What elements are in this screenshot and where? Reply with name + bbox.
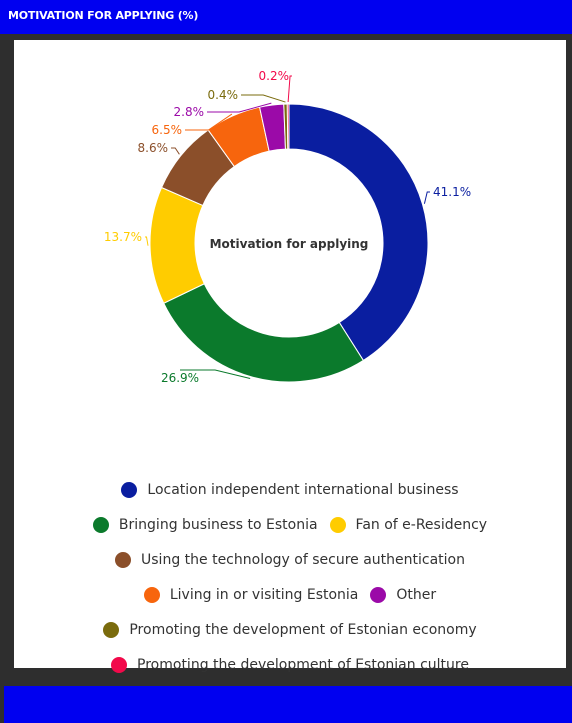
label-leader-line xyxy=(171,147,180,155)
legend-swatch-icon xyxy=(121,481,138,498)
legend-swatch-icon xyxy=(92,516,109,533)
legend-item[interactable]: Promoting the development of Estonian cu… xyxy=(111,656,469,673)
slice-data-label: 2.8% xyxy=(174,105,205,119)
legend-swatch-icon xyxy=(370,586,387,603)
donut-center-label: Motivation for applying xyxy=(210,237,369,251)
footer-bar xyxy=(4,686,572,723)
legend-item[interactable]: Bringing business to Estonia xyxy=(92,516,318,533)
legend-swatch-icon xyxy=(329,516,346,533)
slice-data-label: 41.1% xyxy=(433,185,471,199)
slice-data-label: 8.6% xyxy=(138,141,169,155)
legend-label: Location independent international busin… xyxy=(147,481,459,498)
legend-item[interactable]: Using the technology of secure authentic… xyxy=(115,551,465,568)
slice-data-label: 0.2% xyxy=(259,69,290,83)
legend-item[interactable]: Promoting the development of Estonian ec… xyxy=(103,621,477,638)
slice-data-label: 0.4% xyxy=(208,88,239,102)
legend-label: Living in or visiting Estonia xyxy=(169,586,359,603)
chart-header-title: MOTIVATION FOR APPLYING (%) xyxy=(8,9,199,22)
label-leader-line xyxy=(287,75,292,103)
legend-row: Promoting the development of Estonian ec… xyxy=(14,612,566,647)
label-leader-line xyxy=(145,236,149,246)
legend-item[interactable]: Fan of e-Residency xyxy=(329,516,488,533)
legend-row: Promoting the development of Estonian cu… xyxy=(14,647,566,682)
header-bar: MOTIVATION FOR APPLYING (%) xyxy=(0,0,572,34)
legend-row: Bringing business to Estonia Fan of e-Res… xyxy=(14,507,566,542)
legend-item[interactable]: Location independent international busin… xyxy=(121,481,459,498)
legend-label: Fan of e-Residency xyxy=(355,516,488,533)
slice-data-label: 6.5% xyxy=(152,123,183,137)
donut-slice[interactable] xyxy=(149,186,205,304)
label-leader-line xyxy=(423,191,430,204)
chart-panel: 41.1% 26.9% 13.7% 8.6% 6.5% 2.8% 0.4% 0.2% Motiv… xyxy=(14,40,566,673)
donut-slice[interactable] xyxy=(163,283,365,383)
legend-label: Other xyxy=(396,586,437,603)
label-leader-line xyxy=(241,94,286,103)
legend-swatch-icon xyxy=(103,621,120,638)
donut-slice[interactable] xyxy=(288,103,429,362)
legend-swatch-icon xyxy=(111,656,128,673)
legend-swatch-icon xyxy=(115,551,132,568)
legend-label: Promoting the development of Estonian cu… xyxy=(137,656,469,673)
donut-slice[interactable] xyxy=(286,103,290,150)
legend-label: Bringing business to Estonia xyxy=(118,516,318,533)
slice-data-label: 26.9% xyxy=(161,371,199,385)
label-leader-line xyxy=(185,113,233,131)
legend-label: Promoting the development of Estonian ec… xyxy=(129,621,477,638)
legend-label: Using the technology of secure authentic… xyxy=(141,551,465,568)
legend-row: Using the technology of secure authentic… xyxy=(14,542,566,577)
legend-item[interactable]: Living in or visiting Estonia xyxy=(143,586,359,603)
slice-data-label: 13.7% xyxy=(104,230,142,244)
chart-legend: Location independent international busin… xyxy=(14,472,566,682)
legend-row: Living in or visiting Estonia Other xyxy=(14,577,566,612)
legend-row: Location independent international busin… xyxy=(14,472,566,507)
legend-item[interactable]: Other xyxy=(370,586,437,603)
legend-swatch-icon xyxy=(143,586,160,603)
donut-chart: 41.1% 26.9% 13.7% 8.6% 6.5% 2.8%0.4% 0.2% Motiv… xyxy=(104,69,471,385)
label-leader-line xyxy=(207,102,272,113)
label-leader-line xyxy=(180,369,251,380)
